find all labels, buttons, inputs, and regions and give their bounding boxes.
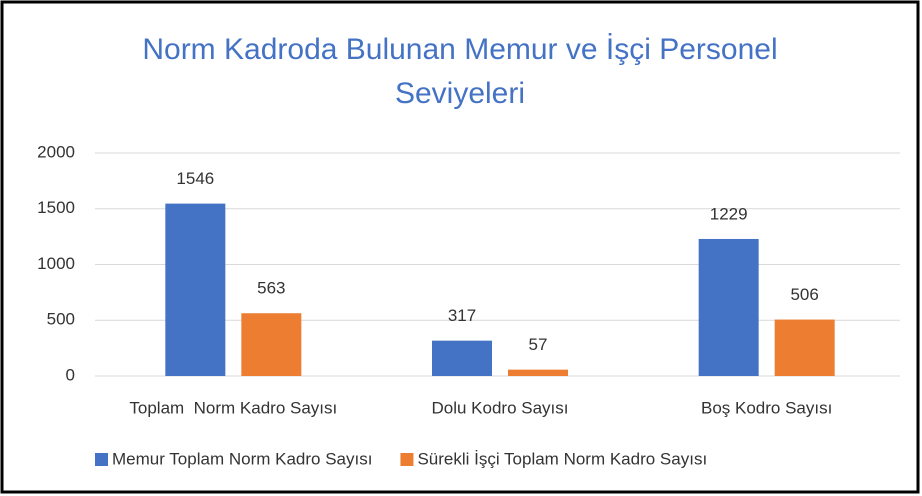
legend-label: Sürekli İşçi Toplam Norm Kadro Sayısı — [417, 449, 707, 468]
bar — [508, 369, 568, 376]
bar — [241, 313, 302, 376]
bar — [432, 340, 492, 376]
y-tick-label: 2000 — [37, 142, 75, 161]
bar — [165, 203, 226, 376]
bar — [698, 238, 759, 376]
y-tick-label: 500 — [47, 310, 75, 329]
chart-title: Norm Kadroda Bulunan Memur ve İşçi Perso… — [142, 33, 778, 110]
x-tick-label: Boş Kodro Sayısı — [701, 398, 832, 417]
y-tick-label: 1500 — [37, 198, 75, 217]
y-tick-label: 1000 — [37, 254, 75, 273]
x-tick-label: Toplam Norm Kadro Sayısı — [129, 398, 337, 417]
legend-label: Memur Toplam Norm Kadro Sayısı — [112, 449, 372, 468]
value-label: 57 — [529, 335, 548, 354]
legend-swatch — [95, 453, 108, 466]
value-label: 1546 — [176, 169, 214, 188]
value-label: 506 — [790, 285, 818, 304]
value-label: 563 — [257, 279, 285, 298]
value-label: 1229 — [710, 204, 748, 223]
bar — [774, 319, 835, 376]
legend-swatch — [400, 453, 414, 466]
x-tick-label: Dolu Kodro Sayısı — [431, 398, 568, 417]
value-label: 317 — [448, 306, 476, 325]
y-tick-label: 0 — [66, 365, 75, 384]
